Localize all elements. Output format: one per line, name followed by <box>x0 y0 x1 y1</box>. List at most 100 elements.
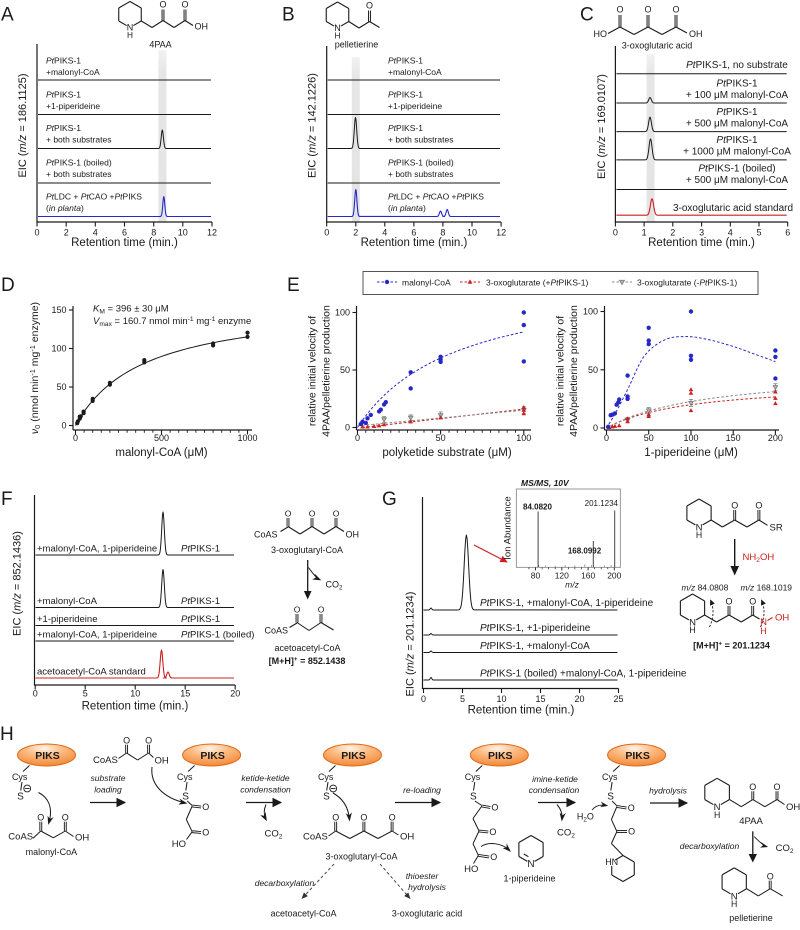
svg-text:ketide-ketide: ketide-ketide <box>241 773 289 783</box>
svg-text:N: N <box>527 859 534 870</box>
svg-text:+malonyl-CoA: +malonyl-CoA <box>46 67 100 77</box>
svg-text:H: H <box>335 32 341 41</box>
svg-text:O: O <box>755 501 762 511</box>
svg-text:+ both substrates: + both substrates <box>388 135 453 145</box>
svg-text:3-oxoglutaric acid: 3-oxoglutaric acid <box>392 909 463 919</box>
svg-text:SR: SR <box>770 523 783 534</box>
svg-text:N: N <box>714 802 721 813</box>
svg-text:150: 150 <box>51 305 66 315</box>
svg-text:condensation: condensation <box>529 785 580 795</box>
svg-text:O: O <box>202 828 209 838</box>
svg-text:1-piperideine: 1-piperideine <box>503 874 555 884</box>
svg-text:20: 20 <box>574 694 584 704</box>
svg-text:PIKS: PIKS <box>35 750 60 762</box>
svg-text:N: N <box>334 23 341 33</box>
svg-text:EIC (m/z = 142.1226): EIC (m/z = 142.1226) <box>307 73 319 178</box>
svg-text:[M+H]+​ = 852.1438: [M+H]+​ = 852.1438 <box>269 656 346 666</box>
svg-text:0: 0 <box>324 228 329 238</box>
svg-text:Retention time (min.): Retention time (min.) <box>71 237 178 249</box>
svg-text:200: 200 <box>768 433 783 443</box>
svg-text:1000: 1000 <box>237 433 257 443</box>
svg-text:OH: OH <box>155 756 169 767</box>
svg-text:100: 100 <box>51 344 66 354</box>
svg-text:S: S <box>182 792 189 803</box>
svg-text:3-oxoglutaric acid standard: 3-oxoglutaric acid standard <box>673 203 793 214</box>
svg-text:+1-piperideine: +1-piperideine <box>46 101 100 111</box>
svg-text:O: O <box>767 872 774 882</box>
svg-text:(in planta): (in planta) <box>388 203 426 213</box>
svg-text:+1-piperideine: +1-piperideine <box>37 614 97 625</box>
svg-text:2: 2 <box>64 228 69 238</box>
svg-text:8: 8 <box>151 228 156 238</box>
svg-text:HN: HN <box>605 857 618 867</box>
svg-text:O: O <box>725 597 732 607</box>
svg-text:0: 0 <box>33 689 38 699</box>
svg-text:0: 0 <box>34 228 39 238</box>
svg-text:G: G <box>382 489 397 510</box>
svg-text:B: B <box>282 5 295 26</box>
svg-text:120: 120 <box>555 571 569 581</box>
svg-text:O: O <box>294 605 301 615</box>
svg-text:malonyl-CoA (μM): malonyl-CoA (μM) <box>115 447 207 459</box>
svg-text:+ both substrates: + both substrates <box>388 169 453 179</box>
svg-text:O: O <box>332 813 339 823</box>
svg-text:m/z 168.1019: m/z 168.1019 <box>741 583 793 593</box>
svg-text:Retention time (min.): Retention time (min.) <box>361 237 468 249</box>
svg-text:O: O <box>672 5 679 15</box>
svg-text:decarboxylation: decarboxylation <box>255 878 315 888</box>
svg-text:5: 5 <box>83 689 88 699</box>
svg-text:0: 0 <box>73 433 78 443</box>
svg-text:OH: OH <box>75 833 89 844</box>
svg-text:H: H <box>760 626 767 636</box>
svg-text:84.0820: 84.0820 <box>523 503 552 512</box>
svg-text:re-loading: re-loading <box>403 785 441 795</box>
svg-text:O: O <box>62 813 69 823</box>
svg-text:O: O <box>285 509 292 519</box>
svg-text:Retention time (min.): Retention time (min.) <box>82 701 189 713</box>
svg-text:O: O <box>628 827 635 837</box>
svg-text:PIKS: PIKS <box>341 750 366 762</box>
svg-text:50: 50 <box>340 365 350 375</box>
svg-text:KM​ = 396 ± 30 μM: KM​ = 396 ± 30 μM <box>93 304 169 316</box>
svg-text:malonyl-CoA: malonyl-CoA <box>26 847 78 857</box>
svg-text:PtPIKS-1 (boiled): PtPIKS-1 (boiled) <box>698 164 775 175</box>
svg-text:100: 100 <box>683 433 698 443</box>
svg-text:3: 3 <box>699 228 704 238</box>
svg-text:F: F <box>1 489 13 510</box>
svg-text:50: 50 <box>644 433 654 443</box>
svg-text:PtPIKS-1: PtPIKS-1 <box>716 107 758 118</box>
svg-text:OH: OH <box>400 832 414 843</box>
svg-text:loading: loading <box>94 785 122 795</box>
svg-text:H: H <box>127 31 133 40</box>
svg-text:CO2​: CO2​ <box>265 829 283 841</box>
svg-text:150: 150 <box>726 433 741 443</box>
svg-text:PIKS: PIKS <box>200 750 225 762</box>
svg-text:O: O <box>628 803 635 813</box>
svg-text:15: 15 <box>535 694 545 704</box>
svg-text:PIKS: PIKS <box>625 750 650 762</box>
svg-text:H: H <box>696 530 702 540</box>
svg-text:3-oxoglutarate (-PtPIKS-1): 3-oxoglutarate (-PtPIKS-1) <box>637 278 737 288</box>
svg-text:12: 12 <box>496 228 506 238</box>
svg-text:relative initial velocity of: relative initial velocity of <box>555 316 567 426</box>
svg-text:80: 80 <box>531 571 541 581</box>
svg-text:PtPIKS-1, no substrate: PtPIKS-1, no substrate <box>686 60 788 71</box>
svg-text:H: H <box>0 724 14 745</box>
svg-text:500: 500 <box>154 433 169 443</box>
svg-text:E: E <box>287 275 300 296</box>
svg-text:CO2​: CO2​ <box>557 828 575 840</box>
svg-text:substrate: substrate <box>91 773 126 783</box>
svg-text:pelletierine: pelletierine <box>335 40 379 50</box>
svg-text:0: 0 <box>355 433 360 443</box>
svg-text:N: N <box>760 617 767 628</box>
svg-text:4PAA: 4PAA <box>739 816 763 827</box>
svg-text:O: O <box>366 1 373 11</box>
svg-text:PtPIKS-1: PtPIKS-1 <box>716 79 758 90</box>
svg-text:Cys: Cys <box>602 772 618 782</box>
svg-text:S: S <box>470 792 477 803</box>
svg-text:1-piperideine (μM): 1-piperideine (μM) <box>644 447 738 459</box>
svg-text:4: 4 <box>93 228 98 238</box>
svg-text:PtPIKS-1 (boiled): PtPIKS-1 (boiled) <box>181 630 254 641</box>
svg-text:H: H <box>714 810 720 820</box>
svg-text:PtLDC + PtCAO +PtPIKS: PtLDC + PtCAO +PtPIKS <box>388 192 484 202</box>
